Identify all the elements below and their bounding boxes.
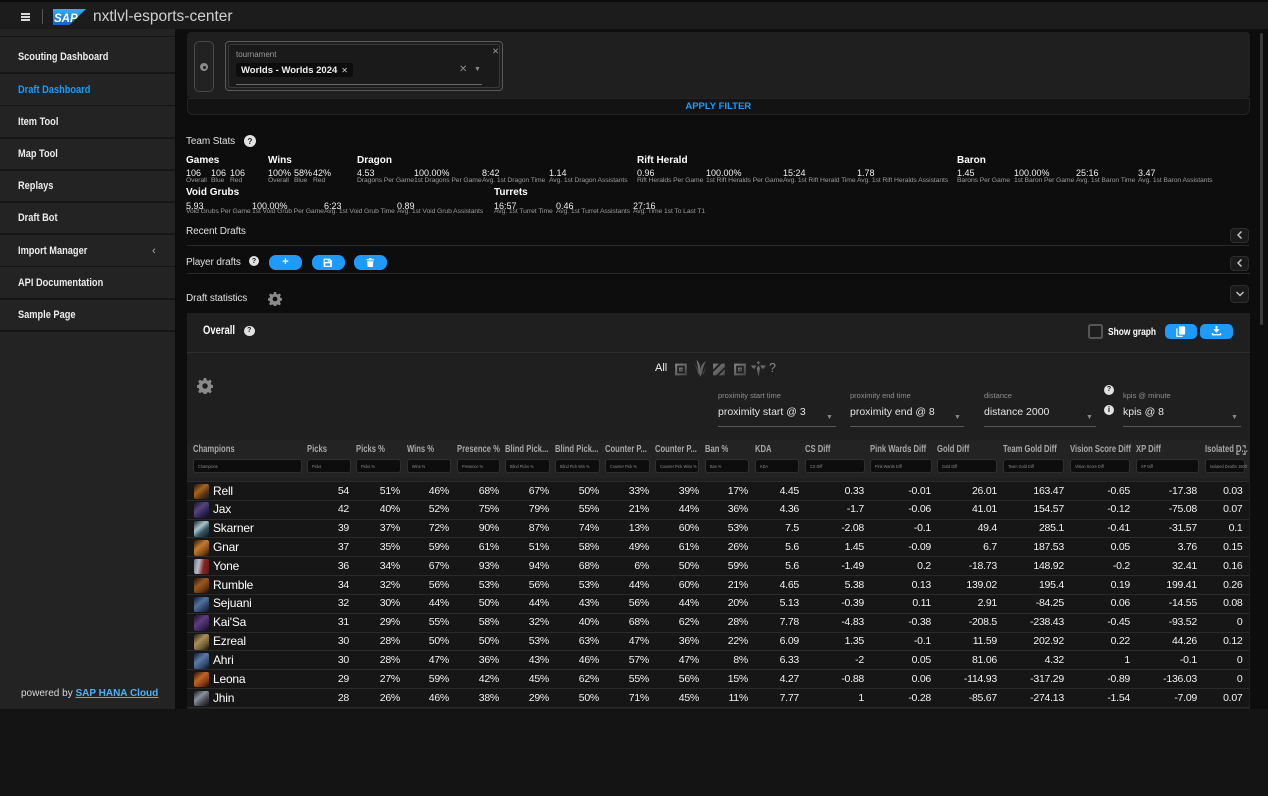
svg-text:SAP: SAP (54, 13, 78, 25)
